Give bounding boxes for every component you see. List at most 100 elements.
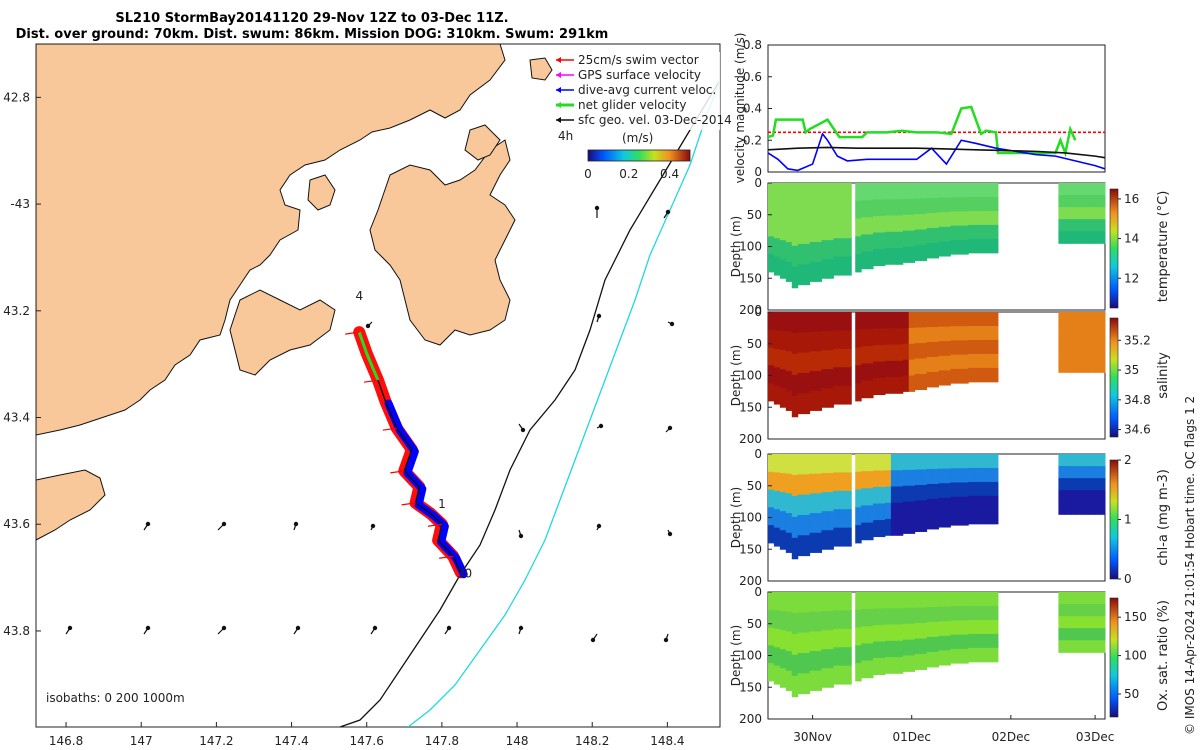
section-cell (914, 454, 922, 470)
section-cell (809, 473, 817, 494)
land-south-peninsula (229, 289, 336, 376)
section-cell (867, 234, 874, 253)
section-cell (839, 256, 846, 276)
section-cell (962, 183, 969, 198)
section-cell (962, 225, 969, 241)
section-cell (890, 624, 898, 642)
section-cell (827, 492, 834, 512)
section-cell (914, 229, 922, 246)
section-cell (833, 367, 840, 387)
section-cell (785, 473, 793, 494)
section-cell (785, 351, 793, 372)
section-cell (938, 212, 945, 228)
section-cell (797, 352, 805, 374)
section-cell (861, 592, 868, 610)
section-cell (968, 467, 975, 483)
section-cell (827, 611, 834, 631)
section-cell (956, 620, 963, 636)
section-cell (884, 377, 892, 394)
section-cell (1100, 640, 1106, 653)
section-cell (1100, 195, 1106, 208)
section-cell (809, 532, 817, 553)
section-cell (938, 468, 945, 484)
section-cell (855, 525, 862, 544)
legend-label: 25cm/s swim vector (578, 53, 699, 67)
section-cell (1070, 219, 1077, 232)
section-cell (785, 202, 793, 223)
section-cell (861, 329, 868, 347)
section-cell (1064, 183, 1071, 196)
section-cell (926, 468, 934, 485)
section-cell (932, 341, 939, 358)
section-cell (992, 467, 999, 483)
section-cell (779, 592, 787, 612)
section-cell (884, 470, 892, 488)
section-cell (1076, 231, 1083, 244)
time-tick-label: 03Dec (1076, 730, 1115, 744)
section-cell (908, 327, 916, 345)
section-cell (920, 358, 928, 375)
section-cell (932, 498, 939, 515)
section-cell (950, 326, 957, 341)
section-cell (867, 522, 874, 541)
section-cell (968, 367, 975, 383)
section-cell (797, 535, 805, 557)
section-cell (768, 507, 775, 526)
section-cell (791, 332, 799, 355)
section-cell (944, 592, 951, 608)
section-cell (797, 592, 805, 613)
section-cell (1058, 604, 1065, 617)
section-cell (1058, 490, 1065, 503)
section-cell (803, 474, 811, 496)
section-cell (845, 628, 852, 648)
section-cell (890, 360, 898, 378)
time-tick-label: 02Dec (992, 730, 1031, 744)
section-cell (1064, 312, 1071, 325)
section-cell (974, 367, 981, 383)
section-cell (1088, 183, 1095, 196)
section-cell (1082, 628, 1089, 641)
section-cell (845, 472, 852, 492)
section-cell (873, 361, 880, 379)
section-cell (908, 375, 916, 392)
section-cell (845, 509, 852, 529)
section-cell (873, 608, 880, 626)
map-x-tick-label: 147 (130, 734, 153, 748)
section-cell (1094, 640, 1101, 653)
section-cell (773, 385, 781, 405)
section-cell (803, 592, 811, 613)
map-content (36, 44, 720, 727)
section-cell (920, 607, 928, 624)
section-cell (992, 224, 999, 240)
speed-colorbar-tick-label: 0 (584, 167, 592, 181)
section-cell (879, 249, 886, 267)
section-cell (1100, 219, 1106, 232)
section-cell (773, 201, 781, 221)
section-cell (932, 636, 939, 653)
section-cell (855, 218, 862, 237)
speed-colorbar-ticks: 0 0.2 0.4 (584, 167, 679, 181)
section-cell (980, 367, 987, 383)
section-cell (902, 312, 910, 329)
section-cell (845, 256, 852, 276)
section-cell (974, 196, 981, 212)
section-cell (845, 201, 852, 221)
section-cell (815, 631, 823, 652)
map-x-tick-label: 148 (506, 734, 529, 748)
section-cell (773, 348, 781, 368)
section-cell (896, 199, 904, 217)
section-cell (962, 354, 969, 370)
section-cell (861, 183, 868, 201)
section-cell (833, 647, 840, 667)
section-cell (821, 221, 828, 241)
section-cell (873, 199, 880, 217)
section-cell (815, 222, 823, 243)
section-cell (980, 325, 987, 341)
section-cell (1070, 195, 1077, 208)
section-cell (974, 605, 981, 621)
section-cell (791, 395, 799, 418)
section-cell (920, 515, 928, 532)
section-cell (902, 501, 910, 518)
section-cell (950, 454, 957, 469)
section-cell (980, 619, 987, 635)
